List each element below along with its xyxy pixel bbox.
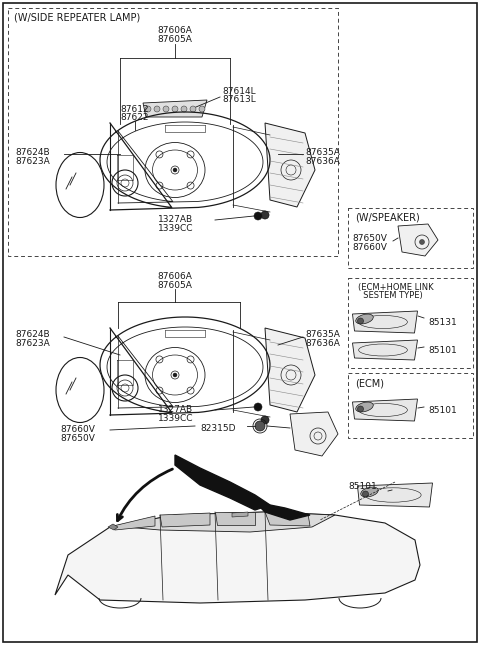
Circle shape — [173, 168, 177, 172]
Text: 87606A: 87606A — [157, 272, 192, 281]
Circle shape — [255, 421, 265, 431]
Text: 87636A: 87636A — [305, 157, 340, 166]
Bar — [348, 208, 473, 268]
Circle shape — [362, 491, 369, 497]
Text: (ECM): (ECM) — [355, 378, 384, 388]
Polygon shape — [358, 483, 432, 507]
Circle shape — [190, 106, 196, 112]
Circle shape — [145, 106, 151, 112]
Polygon shape — [113, 516, 155, 530]
Text: 87605A: 87605A — [157, 281, 192, 290]
Text: 87614L: 87614L — [222, 87, 256, 96]
Text: 87606A: 87606A — [157, 26, 192, 35]
Polygon shape — [175, 455, 270, 510]
Text: 82315D: 82315D — [200, 424, 236, 433]
Polygon shape — [55, 512, 420, 603]
Text: 87623A: 87623A — [15, 157, 50, 166]
Polygon shape — [110, 512, 335, 532]
Text: 87636A: 87636A — [305, 339, 340, 348]
Ellipse shape — [356, 402, 373, 412]
Text: (W/SIDE REPEATER LAMP): (W/SIDE REPEATER LAMP) — [14, 12, 140, 22]
Polygon shape — [160, 513, 210, 527]
Polygon shape — [265, 512, 310, 526]
Circle shape — [261, 416, 269, 424]
Polygon shape — [232, 512, 248, 517]
Polygon shape — [352, 399, 418, 421]
Ellipse shape — [361, 487, 378, 497]
Text: 1327AB: 1327AB — [158, 405, 193, 414]
Circle shape — [181, 106, 187, 112]
Polygon shape — [108, 524, 118, 530]
Circle shape — [172, 106, 178, 112]
Text: 1339CC: 1339CC — [158, 414, 193, 423]
Text: 85101: 85101 — [428, 346, 457, 355]
Polygon shape — [398, 224, 438, 256]
Text: 87624B: 87624B — [15, 330, 49, 339]
Circle shape — [358, 318, 363, 324]
Polygon shape — [352, 311, 418, 333]
Circle shape — [163, 106, 169, 112]
Text: 87635A: 87635A — [305, 330, 340, 339]
Bar — [348, 373, 473, 438]
Text: 85131: 85131 — [428, 318, 457, 327]
Text: 87624B: 87624B — [15, 148, 49, 157]
Text: 87612: 87612 — [120, 105, 149, 114]
Circle shape — [154, 106, 160, 112]
Text: (ECM+HOME LINK: (ECM+HOME LINK — [358, 283, 433, 292]
Text: 85101: 85101 — [428, 406, 457, 415]
Circle shape — [358, 406, 363, 412]
Text: 87613L: 87613L — [222, 95, 256, 104]
Text: (W/SPEAKER): (W/SPEAKER) — [355, 213, 420, 223]
Text: 87635A: 87635A — [305, 148, 340, 157]
Circle shape — [254, 212, 262, 220]
Polygon shape — [290, 412, 338, 456]
Polygon shape — [255, 502, 310, 520]
Circle shape — [254, 403, 262, 411]
Text: 87622: 87622 — [121, 113, 149, 122]
Text: 1327AB: 1327AB — [158, 215, 193, 224]
Circle shape — [173, 373, 177, 377]
Text: 87650V: 87650V — [60, 434, 95, 443]
Ellipse shape — [356, 314, 373, 324]
Text: 87660V: 87660V — [60, 425, 95, 434]
Text: 1339CC: 1339CC — [158, 224, 193, 233]
Text: 87605A: 87605A — [157, 35, 192, 44]
Text: 87623A: 87623A — [15, 339, 50, 348]
Polygon shape — [352, 340, 418, 360]
Bar — [348, 278, 473, 368]
Text: 87660V: 87660V — [352, 243, 387, 252]
Circle shape — [261, 211, 269, 219]
Text: 87650V: 87650V — [352, 234, 387, 243]
Polygon shape — [143, 100, 207, 117]
Bar — [8, 8, 338, 256]
Polygon shape — [265, 328, 315, 412]
Polygon shape — [265, 123, 315, 207]
Circle shape — [199, 106, 205, 112]
Circle shape — [420, 239, 424, 244]
Text: 85101: 85101 — [348, 482, 377, 491]
Polygon shape — [215, 512, 255, 525]
Text: SESTEM TYPE): SESTEM TYPE) — [358, 291, 423, 300]
